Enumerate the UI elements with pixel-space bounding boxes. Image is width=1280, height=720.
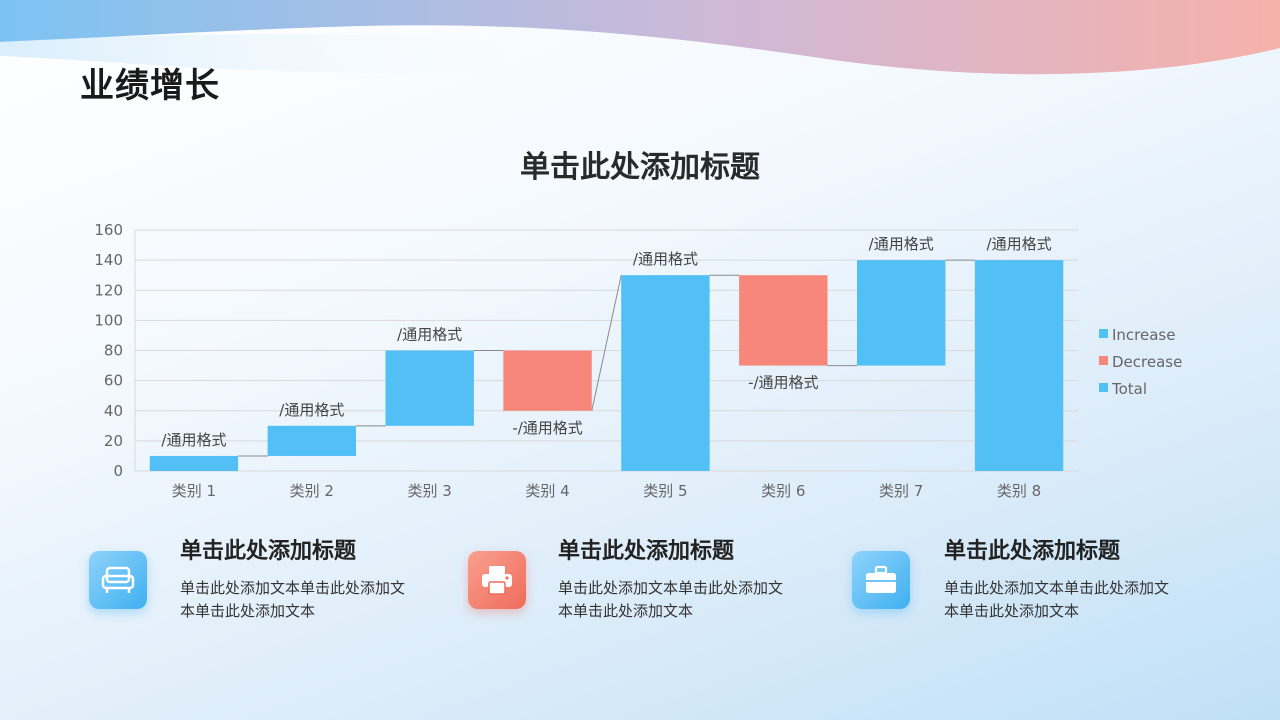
bar-7 bbox=[856, 260, 946, 366]
bar-2 bbox=[267, 425, 357, 456]
x-tick-label: 类别 8 bbox=[997, 482, 1041, 500]
header-wave-decoration bbox=[0, 0, 1280, 75]
y-tick-label: 80 bbox=[104, 342, 123, 360]
y-tick-label: 160 bbox=[94, 221, 123, 239]
y-tick-label: 120 bbox=[94, 281, 123, 299]
data-label: /通用格式 bbox=[279, 401, 344, 419]
bar-5 bbox=[621, 275, 710, 471]
chart-title: 单击此处添加标题 bbox=[520, 150, 760, 185]
connector-line bbox=[591, 275, 622, 411]
y-tick-label: 40 bbox=[104, 402, 123, 420]
printer-icon bbox=[468, 551, 526, 609]
legend-label: Increase bbox=[1112, 326, 1175, 344]
data-label: /通用格式 bbox=[869, 235, 934, 253]
x-tick-label: 类别 3 bbox=[408, 482, 452, 500]
card-text: 单击此处添加文本单击此处添加文本单击此处添加文本 bbox=[944, 579, 1170, 620]
legend-swatch bbox=[1099, 329, 1108, 338]
page-title: 业绩增长 bbox=[80, 66, 220, 106]
card-title: 单击此处添加标题 bbox=[180, 539, 357, 564]
x-tick-label: 类别 4 bbox=[525, 482, 569, 500]
legend-label: Decrease bbox=[1112, 353, 1182, 371]
y-tick-label: 140 bbox=[94, 251, 123, 269]
x-tick-label: 类别 2 bbox=[290, 482, 334, 500]
y-tick-label: 20 bbox=[104, 432, 123, 450]
sofa-icon bbox=[89, 551, 147, 609]
legend-label: Total bbox=[1111, 380, 1147, 398]
data-label: /通用格式 bbox=[987, 235, 1052, 253]
bar-4 bbox=[503, 350, 592, 411]
bar-6 bbox=[739, 275, 828, 366]
legend-swatch bbox=[1099, 383, 1108, 392]
card-text: 单击此处添加文本单击此处添加文本单击此处添加文本 bbox=[558, 579, 784, 620]
card-text: 单击此处添加文本单击此处添加文本单击此处添加文本 bbox=[180, 579, 406, 620]
y-tick-label: 0 bbox=[113, 462, 123, 480]
data-label: -/通用格式 bbox=[748, 374, 818, 392]
x-tick-label: 类别 6 bbox=[761, 482, 805, 500]
data-label: -/通用格式 bbox=[512, 419, 582, 437]
card-title: 单击此处添加标题 bbox=[944, 539, 1121, 564]
bar-3 bbox=[385, 350, 474, 426]
card-title: 单击此处添加标题 bbox=[558, 539, 735, 564]
y-tick-label: 60 bbox=[104, 372, 123, 390]
toolbox-icon bbox=[852, 551, 910, 609]
data-label: /通用格式 bbox=[633, 250, 698, 268]
data-label: /通用格式 bbox=[161, 431, 226, 449]
bar-1 bbox=[149, 455, 239, 471]
x-tick-label: 类别 5 bbox=[643, 482, 687, 500]
x-tick-label: 类别 1 bbox=[172, 482, 216, 500]
data-label: /通用格式 bbox=[397, 326, 462, 344]
bar-8 bbox=[974, 260, 1064, 471]
legend-swatch bbox=[1099, 356, 1108, 365]
x-tick-label: 类别 7 bbox=[879, 482, 923, 500]
y-tick-label: 100 bbox=[94, 311, 123, 329]
